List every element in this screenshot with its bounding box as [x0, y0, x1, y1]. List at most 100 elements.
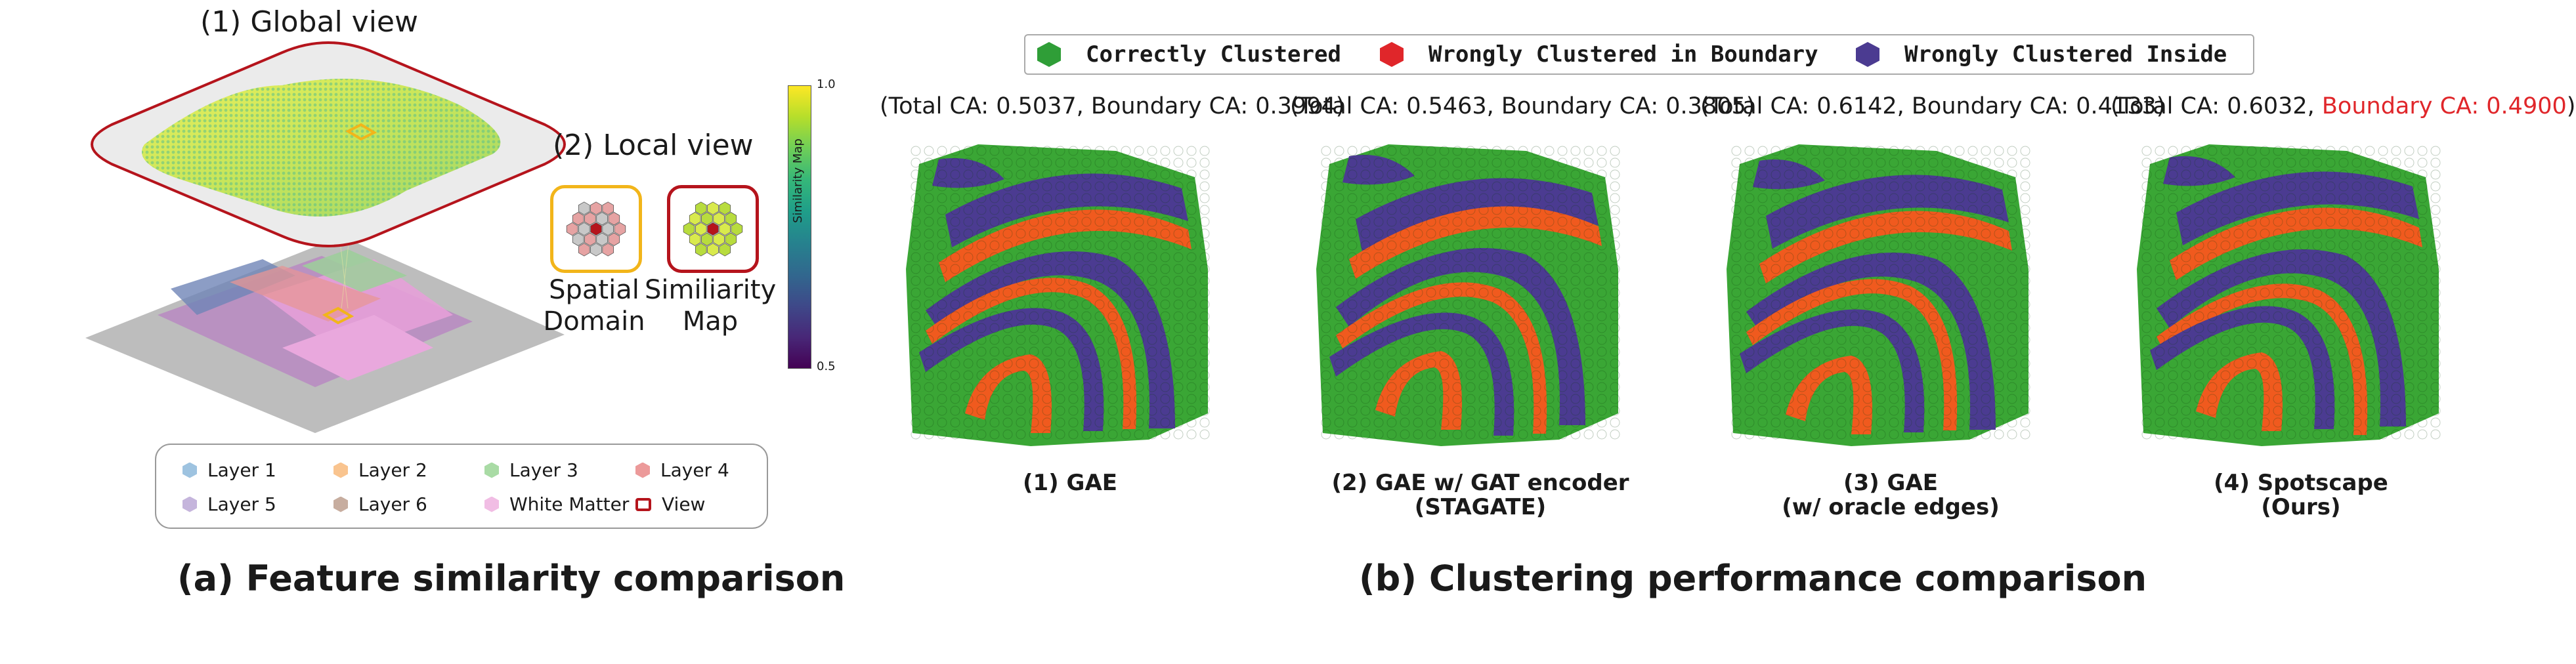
layer-legend-item: Layer 1	[182, 459, 276, 481]
layer-legend-label: View	[662, 493, 706, 515]
cluster-region	[2176, 171, 2419, 245]
hex-cell	[608, 232, 620, 246]
cluster-region	[1786, 356, 1872, 434]
tissue-3d-illustration	[85, 41, 566, 433]
tissue-cluster-map	[1727, 144, 2030, 446]
view-frame-swatch	[635, 497, 651, 511]
hex-cell	[725, 212, 737, 226]
hex-texture	[1731, 146, 2030, 440]
panel-a-caption: (a) Feature similarity comparison	[177, 558, 846, 599]
hex-cell	[695, 243, 707, 257]
hex-cell	[725, 232, 737, 246]
layer-swatch	[484, 462, 499, 478]
method-caption: (1) GAE	[1022, 470, 1118, 496]
boundary-ca: Boundary CA: 0.3805)	[1501, 93, 1755, 119]
cluster-legend-label: Wrongly Clustered in Boundary	[1428, 41, 1818, 68]
cluster-legend-item: Correctly Clustered	[1037, 41, 1341, 68]
hex-texture	[1321, 146, 1620, 440]
cluster-region	[2150, 306, 2335, 429]
colorbar-max-label: 1.0	[817, 77, 836, 91]
cluster-region	[1759, 211, 2012, 283]
total-ca: (Total CA: 0.6032,	[2111, 93, 2322, 119]
cluster-region	[1766, 175, 2009, 249]
layer-swatch	[182, 496, 197, 512]
cluster-region	[1356, 178, 1599, 252]
cluster-region	[1329, 312, 1514, 436]
hex-cell	[689, 232, 701, 246]
hex-cell	[614, 222, 626, 236]
layer-legend-item: Layer 5	[182, 493, 276, 515]
panel-b-caption: (b) Clustering performance comparison	[1359, 558, 2147, 599]
tissue-cluster-map	[906, 144, 1210, 446]
cluster-legend-hex	[1380, 42, 1404, 67]
hex-cell	[596, 212, 608, 226]
spatial-domain-hexes	[566, 201, 626, 257]
cluster-region	[1349, 206, 1602, 279]
hex-cell	[572, 232, 584, 246]
cluster-legend: Correctly Clustered Wrongly Clustered in …	[1024, 34, 2254, 75]
cluster-region	[932, 158, 1004, 188]
layer-legend-item: View	[635, 493, 705, 515]
cluster-region	[2163, 156, 2235, 186]
hex-cell	[578, 243, 590, 257]
cluster-legend-label: Correctly Clustered	[1086, 41, 1341, 68]
lower-tissue-plane	[85, 236, 565, 433]
cluster-region	[919, 308, 1104, 431]
boundary-ca: Boundary CA: 0.4900	[2321, 93, 2567, 119]
hex-cell	[719, 243, 731, 257]
hex-cell	[701, 212, 713, 226]
local-view-title: (2) Local view	[553, 129, 754, 162]
hex-cell	[566, 222, 578, 236]
hex-cell	[713, 212, 725, 226]
hex-cell	[707, 222, 719, 236]
hex-cell	[596, 232, 608, 246]
colorbar	[788, 85, 811, 369]
ca-close-paren: )	[2566, 93, 2576, 119]
cluster-region	[1342, 155, 1415, 185]
hex-cell	[731, 222, 743, 236]
layer-legend-label: Layer 6	[358, 493, 427, 515]
ca-score-line: (Total CA: 0.5463, Boundary CA: 0.3805)	[1290, 93, 1755, 119]
hex-cell	[695, 222, 707, 236]
layer-legend-label: Layer 2	[358, 459, 427, 481]
hex-cell	[689, 212, 701, 226]
cluster-legend-item: Wrongly Clustered Inside	[1856, 41, 2227, 68]
hex-cell	[719, 222, 731, 236]
method-caption: (3) GAE (w/ oracle edges)	[1782, 470, 2000, 521]
layer-swatch	[635, 462, 650, 478]
hex-texture	[2141, 146, 2441, 440]
layer-legend-item: Layer 3	[484, 459, 578, 481]
cluster-region	[2196, 352, 2283, 431]
layer-legend-label: Layer 4	[660, 459, 729, 481]
hex-cell	[602, 222, 614, 236]
boundary-ca: Boundary CA: 0.3994)	[1090, 93, 1345, 119]
layer-legend-item: Layer 4	[635, 459, 729, 481]
hex-cell	[590, 201, 602, 215]
cluster-region	[2170, 207, 2422, 280]
hex-cell	[572, 212, 584, 226]
hex-cell	[719, 201, 731, 215]
layer-legend-label: Layer 1	[207, 459, 276, 481]
hex-cell	[695, 201, 707, 215]
hex-cell	[578, 222, 590, 236]
cluster-legend-label: Wrongly Clustered Inside	[1904, 41, 2227, 68]
ca-score-line: (Total CA: 0.5037, Boundary CA: 0.3994)	[880, 93, 1344, 119]
cluster-legend-item: Wrongly Clustered in Boundary	[1380, 41, 1818, 68]
hex-cell	[584, 232, 596, 246]
method-caption: (4) Spotscape (Ours)	[2214, 470, 2388, 521]
hex-cell	[602, 201, 614, 215]
hex-cell	[683, 222, 695, 236]
tissue-panel	[899, 138, 1228, 468]
hex-cell	[701, 232, 713, 246]
hex-cell	[707, 243, 719, 257]
total-ca: (Total CA: 0.5463,	[1290, 93, 1501, 119]
hex-cell	[713, 232, 725, 246]
colorbar-title: Similarity Map	[791, 138, 805, 223]
layer-legend-label: Layer 3	[509, 459, 578, 481]
layer-swatch	[333, 462, 348, 478]
hex-cell	[584, 212, 596, 226]
method-caption: (2) GAE w/ GAT encoder (STAGATE)	[1331, 470, 1629, 521]
boundary-ca: Boundary CA: 0.4133)	[1911, 93, 2166, 119]
layer-legend-item: Layer 6	[333, 493, 427, 515]
similarity-map-box	[667, 185, 759, 273]
